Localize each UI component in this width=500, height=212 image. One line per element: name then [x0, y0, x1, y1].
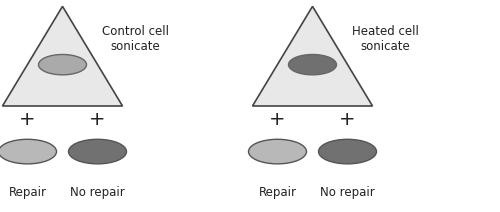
- Text: +: +: [89, 110, 106, 129]
- Text: +: +: [339, 110, 356, 129]
- Circle shape: [0, 139, 56, 164]
- Circle shape: [288, 54, 337, 75]
- Text: No repair: No repair: [70, 186, 125, 199]
- Circle shape: [38, 54, 86, 75]
- Circle shape: [318, 139, 376, 164]
- Polygon shape: [252, 6, 372, 106]
- Polygon shape: [2, 6, 122, 106]
- Text: Heated cell
sonicate: Heated cell sonicate: [352, 25, 418, 53]
- Text: Repair: Repair: [8, 186, 46, 199]
- Text: Control cell
sonicate: Control cell sonicate: [102, 25, 168, 53]
- Circle shape: [248, 139, 306, 164]
- Text: No repair: No repair: [320, 186, 375, 199]
- Text: Repair: Repair: [258, 186, 296, 199]
- Text: +: +: [269, 110, 286, 129]
- Circle shape: [68, 139, 126, 164]
- Text: +: +: [19, 110, 36, 129]
